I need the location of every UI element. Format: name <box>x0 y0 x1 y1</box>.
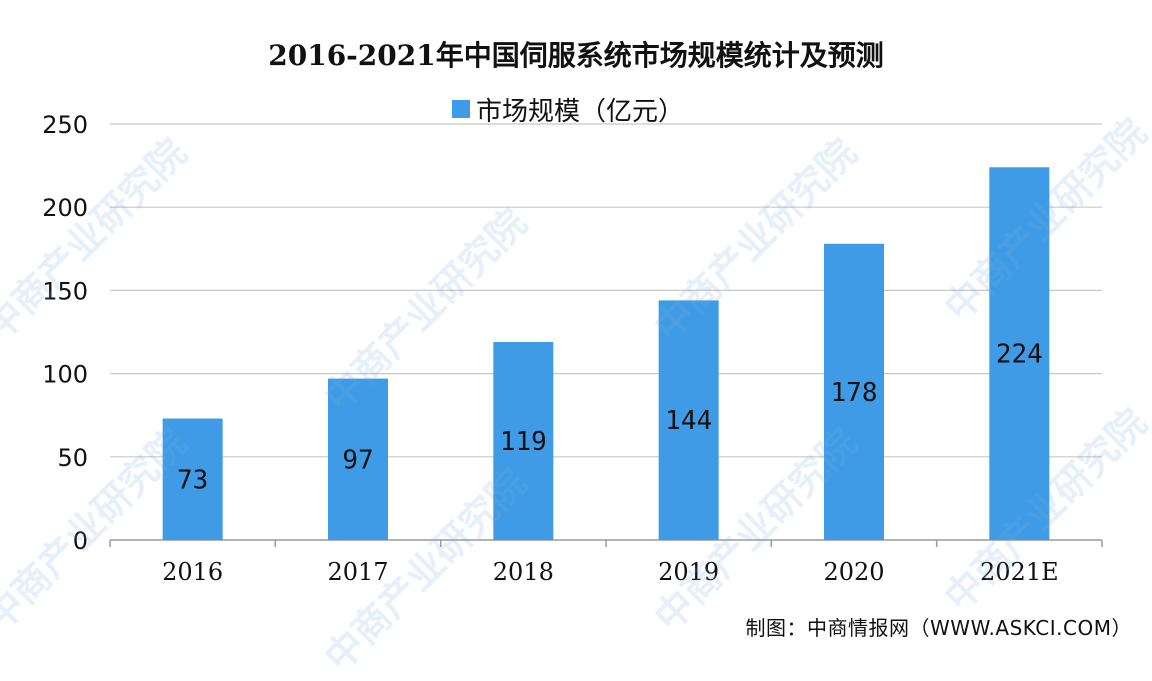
data-label: 224 <box>996 340 1043 370</box>
y-tick-label: 100 <box>42 361 88 389</box>
bar-2016 <box>162 418 223 540</box>
x-tick-label: 2020 <box>823 558 884 586</box>
bar-2021E <box>989 167 1050 540</box>
chart-title: 2016-2021年中国伺服系统市场规模统计及预测 <box>268 39 884 72</box>
x-tick-label: 2016 <box>162 558 223 586</box>
y-tick-label: 250 <box>42 111 88 139</box>
x-tick-label: 2018 <box>493 558 554 586</box>
chart-canvas: 2016-2021年中国伺服系统市场规模统计及预测 市场规模（亿元） 0 50 10… <box>0 39 1152 680</box>
x-tick-label: 2021E <box>980 558 1059 586</box>
x-tick-label: 2019 <box>658 558 719 586</box>
data-label: 178 <box>831 378 878 408</box>
data-label: 119 <box>500 427 547 457</box>
legend-label: 市场规模（亿元） <box>476 96 685 127</box>
y-tick-label: 150 <box>42 277 88 305</box>
y-tick-label: 0 <box>73 527 88 555</box>
chart-legend: 市场规模（亿元） <box>452 92 685 127</box>
x-tick-label: 2017 <box>327 558 388 586</box>
source-note: 制图：中商情报网（WWW.ASKCI.COM） <box>745 616 1132 640</box>
bar-chart: 0 50 100 150 200 250 73 2016 97 2017 119 2018 144 201… <box>42 111 1103 586</box>
bar-2020 <box>824 243 884 541</box>
legend-swatch <box>452 100 470 118</box>
y-tick-label: 200 <box>42 194 88 222</box>
data-label: 73 <box>177 465 208 495</box>
bar-2017 <box>328 378 388 540</box>
bar-2018 <box>493 341 554 540</box>
data-label: 97 <box>342 445 373 475</box>
bar-2019 <box>658 300 719 540</box>
data-label: 144 <box>665 406 712 436</box>
y-tick-label: 50 <box>57 444 88 472</box>
